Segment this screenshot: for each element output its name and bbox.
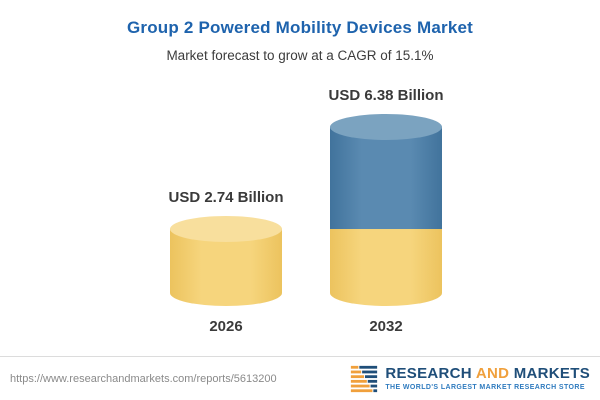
cylinder-2032-blue-segment — [330, 127, 442, 229]
value-label-2026: USD 2.74 Billion — [168, 189, 284, 206]
bar-group-2026: USD 2.74 Billion 2026 — [168, 189, 284, 335]
source-url: https://www.researchandmarkets.com/repor… — [10, 372, 277, 385]
page-title: Group 2 Powered Mobility Devices Market — [126, 18, 473, 37]
page-subtitle: Market forecast to grow at a CAGR of 15.… — [166, 48, 434, 63]
bar-chart: USD 2.74 Billion 2026 USD 6.38 Billion 2… — [0, 67, 600, 335]
cylinder-2032 — [330, 114, 442, 306]
cylinder-2026-top-ellipse — [170, 216, 282, 242]
footer: https://www.researchandmarkets.com/repor… — [0, 356, 600, 400]
logo-wordmark: RESEARCH AND MARKETS — [385, 365, 590, 382]
logo-tagline: THE WORLD'S LARGEST MARKET RESEARCH STOR… — [385, 384, 585, 392]
research-and-markets-logo: RESEARCH AND MARKETS THE WORLD'S LARGEST… — [349, 364, 590, 394]
logo-word-and: AND — [475, 364, 510, 382]
logo-text: RESEARCH AND MARKETS THE WORLD'S LARGEST… — [385, 365, 590, 392]
bar-group-2032: USD 6.38 Billion 2032 — [328, 87, 444, 335]
header: Group 2 Powered Mobility Devices Market … — [0, 0, 600, 63]
logo-word-markets: MARKETS — [513, 364, 590, 382]
value-label-2032: USD 6.38 Billion — [328, 87, 444, 104]
cylinder-2032-top-ellipse — [330, 114, 442, 140]
logo-word-research: RESEARCH — [385, 364, 472, 382]
cylinder-2032-gold-segment — [330, 229, 442, 306]
axis-label-2032: 2032 — [369, 318, 403, 335]
research-and-markets-logo-icon — [351, 365, 378, 392]
cylinder-2026 — [170, 216, 282, 306]
axis-label-2026: 2026 — [209, 318, 243, 335]
